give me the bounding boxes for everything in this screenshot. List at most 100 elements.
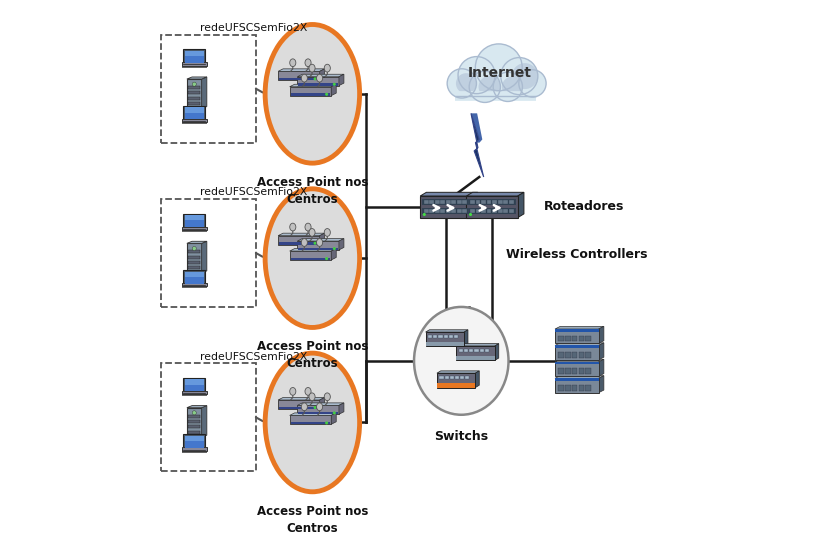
Circle shape — [422, 213, 426, 216]
Bar — [555, 362, 599, 376]
Bar — [492, 209, 497, 213]
Bar — [457, 209, 462, 213]
Circle shape — [332, 83, 336, 86]
Bar — [185, 51, 204, 56]
Bar — [565, 369, 571, 374]
Bar — [475, 200, 480, 203]
Circle shape — [469, 213, 472, 216]
Text: redeUFSCSemFio2X: redeUFSCSemFio2X — [200, 352, 307, 362]
Ellipse shape — [265, 189, 360, 328]
Bar — [578, 352, 584, 358]
Ellipse shape — [309, 393, 315, 401]
Polygon shape — [297, 403, 344, 405]
Bar — [183, 378, 205, 393]
Bar — [578, 336, 584, 341]
Bar — [441, 200, 446, 203]
Bar — [509, 209, 513, 213]
Bar — [464, 349, 469, 352]
Ellipse shape — [414, 307, 508, 415]
Text: Wireless Controllers: Wireless Controllers — [506, 247, 648, 261]
Bar — [586, 385, 591, 391]
Bar — [297, 241, 339, 250]
Circle shape — [475, 44, 522, 91]
Bar — [279, 242, 318, 245]
Circle shape — [478, 76, 501, 98]
Bar — [555, 378, 599, 393]
Ellipse shape — [305, 387, 311, 395]
Bar — [572, 385, 577, 391]
Bar — [161, 199, 256, 307]
Bar — [463, 200, 467, 203]
Polygon shape — [426, 330, 468, 332]
Bar — [466, 196, 518, 217]
Bar — [183, 106, 205, 121]
Bar — [497, 209, 502, 213]
Polygon shape — [339, 238, 344, 250]
Bar — [586, 352, 591, 358]
Bar — [182, 66, 206, 68]
Circle shape — [502, 76, 522, 97]
Text: Access Point nos
Centros: Access Point nos Centros — [257, 176, 368, 206]
Circle shape — [314, 77, 317, 80]
Circle shape — [192, 82, 196, 86]
Polygon shape — [201, 241, 207, 273]
Polygon shape — [290, 84, 337, 87]
Ellipse shape — [317, 238, 323, 246]
Polygon shape — [555, 343, 604, 345]
Circle shape — [325, 93, 328, 96]
Bar — [456, 346, 495, 360]
Bar — [183, 270, 205, 285]
Polygon shape — [319, 69, 325, 80]
Bar — [429, 200, 434, 203]
Bar — [555, 362, 599, 364]
Bar — [470, 200, 475, 203]
Circle shape — [332, 412, 336, 414]
Bar — [555, 329, 599, 331]
Bar — [182, 286, 206, 288]
Bar — [446, 209, 450, 213]
Ellipse shape — [301, 403, 308, 410]
Circle shape — [325, 257, 328, 260]
Bar — [555, 345, 599, 360]
Bar — [188, 266, 200, 270]
Text: Roteadores: Roteadores — [544, 200, 624, 213]
Ellipse shape — [290, 387, 296, 395]
Bar — [188, 261, 200, 264]
Circle shape — [314, 406, 317, 409]
Bar — [422, 199, 469, 204]
Circle shape — [458, 56, 495, 94]
Bar — [492, 200, 497, 203]
Circle shape — [469, 71, 501, 102]
Polygon shape — [319, 398, 325, 409]
Bar — [578, 369, 584, 374]
Bar — [450, 376, 454, 379]
Circle shape — [501, 58, 538, 95]
Polygon shape — [278, 69, 325, 72]
Polygon shape — [331, 413, 337, 424]
Bar — [182, 391, 206, 394]
Bar — [182, 122, 206, 124]
Polygon shape — [201, 406, 207, 437]
Bar — [185, 272, 204, 277]
Bar — [459, 349, 463, 352]
Bar — [278, 236, 319, 245]
Bar — [426, 332, 464, 346]
Polygon shape — [471, 114, 483, 177]
Bar — [479, 349, 483, 352]
Ellipse shape — [309, 229, 315, 236]
Circle shape — [456, 73, 476, 94]
Bar — [555, 329, 599, 343]
Polygon shape — [297, 74, 344, 77]
Polygon shape — [599, 359, 604, 376]
Polygon shape — [278, 398, 325, 400]
Bar — [188, 97, 200, 100]
Bar — [578, 385, 584, 391]
Bar — [185, 379, 204, 385]
Bar — [185, 107, 204, 119]
Polygon shape — [331, 249, 337, 260]
Polygon shape — [464, 330, 468, 346]
Bar — [487, 200, 492, 203]
Bar — [456, 356, 495, 360]
Text: Access Point nos
Centros: Access Point nos Centros — [257, 505, 368, 535]
Bar — [435, 200, 440, 203]
